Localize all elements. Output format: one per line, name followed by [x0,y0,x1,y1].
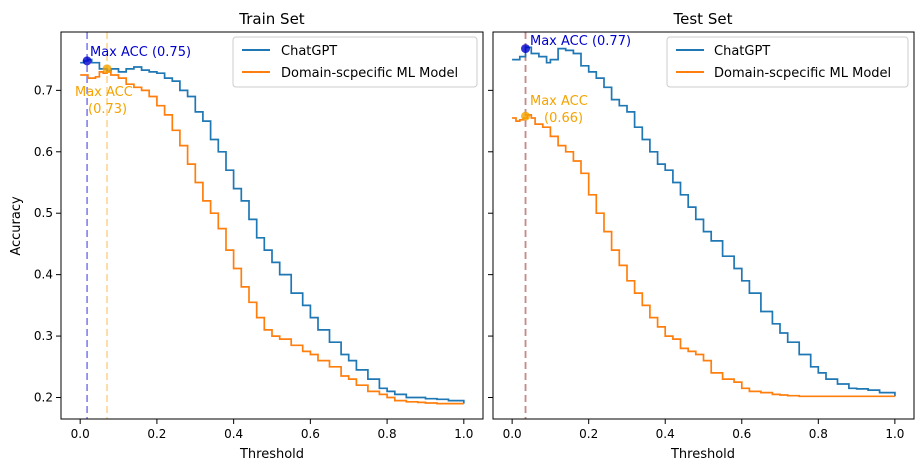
x-tick-label: 0.2 [147,427,166,441]
test-set-legend-label-ml: Domain-scpecific ML Model [714,66,891,81]
train-set-series [80,58,465,405]
x-tick-label: 0.6 [732,427,751,441]
test-set-frame [492,31,915,420]
train-set-ylabel: Accuracy [9,196,24,256]
y-tick-label: 0.6 [34,145,53,159]
train-set-xlabel: Threshold [239,447,304,462]
train-set-max-lines [86,32,108,419]
train-set-frame [60,31,484,420]
test-set-annotation-chatgpt: Max ACC (0.77) [530,34,631,49]
train-set-legend-label-ml: Domain-scpecific ML Model [281,66,458,81]
test-set-max-markers [521,44,531,121]
train-set-legend: ChatGPT Domain-scpecific ML Model [232,36,478,88]
train-set-panel: Train Set 0.0 0.2 0.4 0.6 0.8 1.0 0.2 0.3 0.4 0.5… [9,10,484,462]
series-line-chatgpt [512,46,896,397]
test-set-panel: Test Set 0.0 0.2 0.4 0.6 0.8 1.0 Threshold Ch… [488,10,915,462]
series-line-ml [512,114,895,398]
x-tick-label: 0.6 [301,427,320,441]
train-set-max-markers [82,56,112,74]
max-point-marker [521,111,531,121]
train-set-legend-box [232,36,478,88]
y-tick-label: 0.4 [34,268,53,282]
x-tick-label: 0.0 [71,427,90,441]
max-point-marker [521,44,531,54]
test-set-annotation-ml-line1: Max ACC [530,94,588,109]
test-set-legend-label-chatgpt: ChatGPT [714,44,770,59]
test-set-ticks: 0.0 0.2 0.4 0.6 0.8 1.0 [488,89,904,441]
train-set-annotation-chatgpt: Max ACC (0.75) [90,45,191,60]
y-tick-label: 0.3 [34,329,53,343]
train-set-ticks: 0.0 0.2 0.4 0.6 0.8 1.0 0.2 0.3 0.4 0.5 0.6 0.7 [34,83,473,441]
x-tick-label: 0.8 [809,427,828,441]
x-tick-label: 0.2 [579,427,598,441]
y-tick-label: 0.2 [34,391,53,405]
train-set-title: Train Set [238,10,305,28]
test-set-series [512,46,896,398]
x-tick-label: 1.0 [885,427,904,441]
max-point-marker [82,56,92,66]
y-tick-label: 0.5 [34,206,53,220]
test-set-title: Test Set [673,10,733,28]
train-set-annotation-ml-line1: Max ACC [75,85,133,100]
x-tick-label: 0.0 [503,427,522,441]
series-line-ml [80,71,464,405]
test-set-legend-box [666,36,909,88]
test-set-annotation-ml-line2: (0.66) [544,111,583,126]
max-point-marker [102,64,112,74]
x-tick-label: 0.4 [656,427,675,441]
series-line-chatgpt [80,58,465,404]
x-tick-label: 0.4 [224,427,243,441]
x-tick-label: 0.8 [378,427,397,441]
x-tick-label: 1.0 [454,427,473,441]
y-tick-label: 0.7 [34,83,53,97]
train-set-annotation-ml-line2: (0.73) [88,102,127,117]
test-set-xlabel: Threshold [670,447,735,462]
test-set-legend: ChatGPT Domain-scpecific ML Model [666,36,909,88]
train-set-legend-label-chatgpt: ChatGPT [281,44,337,59]
